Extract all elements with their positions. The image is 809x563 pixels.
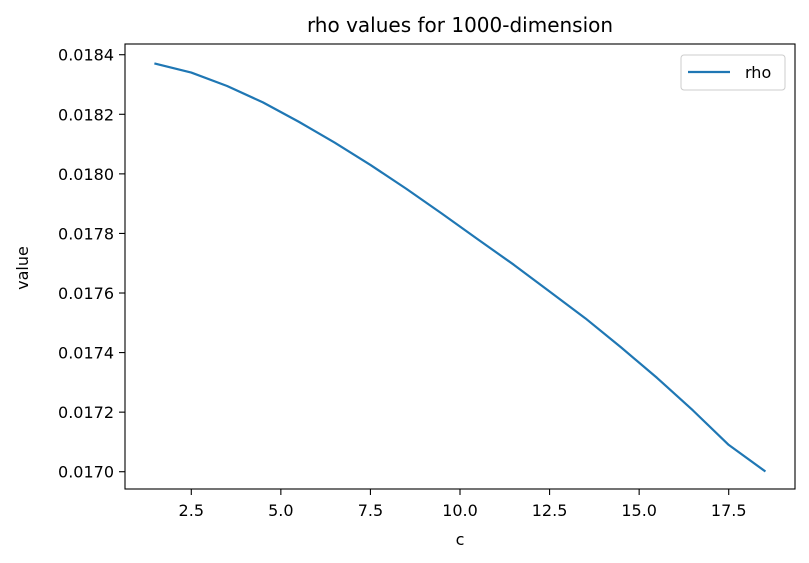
x-tick-label: 12.5 (532, 501, 568, 520)
y-tick-label: 0.0172 (58, 403, 114, 422)
y-tick-label: 0.0178 (58, 224, 114, 243)
series-line-rho (154, 62, 767, 473)
y-tick-label: 0.0182 (58, 105, 114, 124)
y-axis-label: value (13, 246, 32, 290)
plot-area: 2.5 5.0 7.5 10.0 12.5 15.0 17.5 0.0170 0.0172 0.0… (58, 43, 796, 520)
y-tick-label: 0.0184 (58, 46, 114, 65)
legend-label-rho: rho (745, 63, 771, 82)
x-tick-label: 2.5 (179, 501, 204, 520)
x-tick-label: 5.0 (268, 501, 293, 520)
x-tick-label: 15.0 (621, 501, 657, 520)
x-tick-label: 7.5 (358, 501, 383, 520)
y-tick-label: 0.0180 (58, 165, 114, 184)
x-tick-label: 10.0 (442, 501, 478, 520)
y-tick-label: 0.0174 (58, 344, 114, 363)
y-tick-label: 0.0170 (58, 463, 114, 482)
legend-box (680, 54, 786, 91)
chart-title: rho values for 1000-dimension (307, 13, 613, 37)
x-axis-label: c (456, 530, 465, 549)
x-tick-label: 17.5 (711, 501, 747, 520)
legend: rho (680, 54, 786, 91)
y-tick-label: 0.0176 (58, 284, 114, 303)
